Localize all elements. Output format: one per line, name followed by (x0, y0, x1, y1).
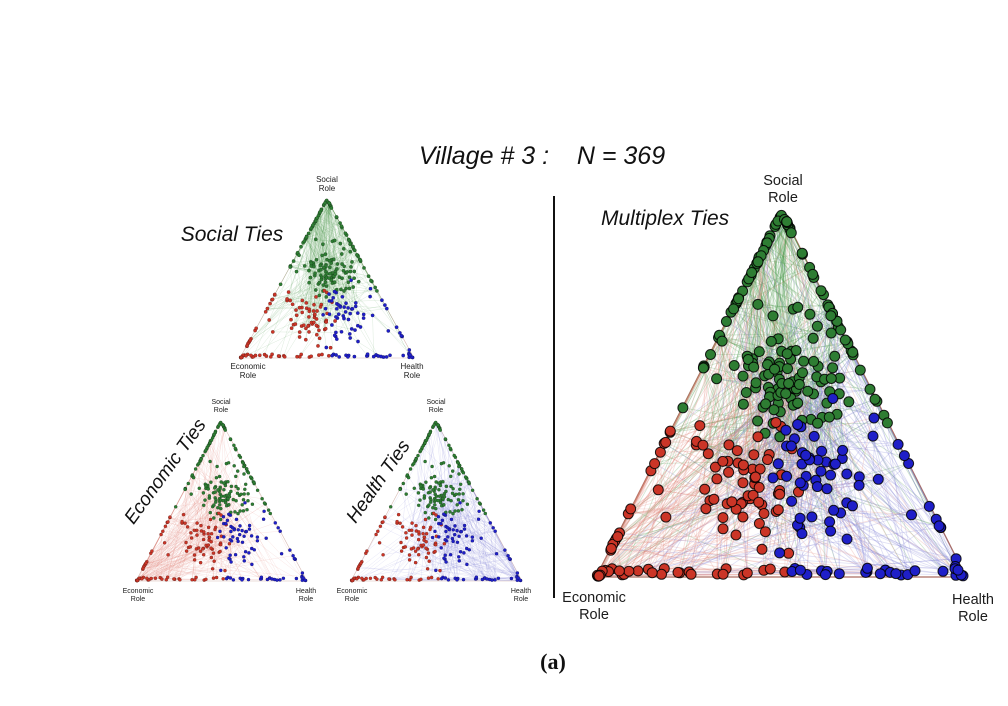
axis-label-social-role-top-economic-panel: Social Role (211, 399, 231, 415)
axis-label-social-role-top-health-panel: Social Role (426, 399, 446, 415)
axis-label-economic-role-left-health-panel: Economic Role (336, 588, 368, 604)
figure-caption: (a) (540, 649, 566, 674)
axis-label-health-role-right-social-panel: Health Role (400, 362, 424, 381)
panel-title-social-ties: Social Ties (180, 223, 284, 246)
ternary-plot-multiplex-ties (591, 209, 969, 582)
axis-label-health-role-right-multiplex-panel: Health Role (952, 592, 994, 625)
axis-label-economic-role-left-economic-panel: Economic Role (122, 588, 154, 604)
axis-label-social-role-top-multiplex-panel: Social Role (763, 173, 803, 206)
axis-label-economic-role-left-social-panel: Economic Role (230, 362, 266, 381)
ternary-plot-social-ties (238, 198, 415, 360)
axis-label-health-role-right-economic-panel: Health Role (295, 588, 317, 604)
ternary-plot-health-ties (349, 420, 523, 583)
panel-title-multiplex-ties: Multiplex Ties (601, 207, 730, 230)
figure-title: Village # 3 : N = 369 (418, 142, 666, 170)
ternary-plot-economic-ties (134, 420, 308, 583)
axis-label-health-role-right-health-panel: Health Role (510, 588, 532, 604)
axis-label-economic-role-left-multiplex-panel: Economic Role (562, 590, 626, 623)
panel-divider-line (553, 196, 555, 598)
axis-label-social-role-top-social-panel: Social Role (316, 175, 338, 194)
